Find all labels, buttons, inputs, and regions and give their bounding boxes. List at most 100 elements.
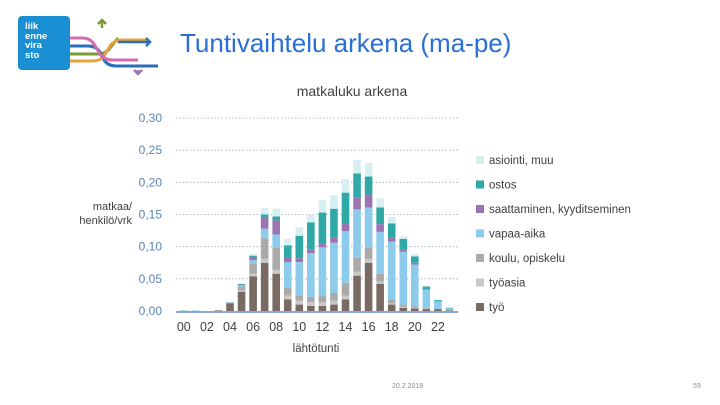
x-tick-label: 06 bbox=[246, 320, 260, 334]
bar-segment bbox=[237, 283, 246, 285]
bar-segment bbox=[411, 262, 419, 265]
bar-segment bbox=[330, 242, 338, 293]
bar-segment bbox=[376, 207, 384, 225]
bar-segment bbox=[318, 243, 327, 248]
bar-segment bbox=[353, 271, 361, 276]
bar-segment bbox=[376, 198, 384, 208]
bar-segment bbox=[341, 179, 350, 193]
bar-segment bbox=[307, 214, 315, 223]
bar-segment bbox=[341, 299, 350, 311]
bar-segment bbox=[411, 264, 419, 307]
bar-segment bbox=[364, 247, 373, 259]
legend-swatch bbox=[476, 254, 484, 262]
bar-segment bbox=[422, 289, 431, 308]
legend-label: asiointi, muu bbox=[489, 155, 554, 167]
bar-segment bbox=[283, 238, 292, 246]
legend-swatch bbox=[476, 205, 484, 213]
bar-segment bbox=[341, 223, 350, 232]
bar-segment bbox=[272, 220, 280, 235]
y-tick-label: 0,10 bbox=[139, 240, 163, 254]
bar-segment bbox=[330, 292, 338, 301]
bar-segment bbox=[422, 307, 431, 309]
bar-segment bbox=[318, 247, 327, 296]
bar-segment bbox=[249, 276, 257, 311]
bar-segment bbox=[237, 290, 246, 292]
bar-segment bbox=[249, 264, 257, 274]
bar-segment bbox=[283, 295, 292, 300]
bar-segment bbox=[364, 176, 373, 195]
bar-segment bbox=[307, 253, 315, 297]
y-tick-label: 0,15 bbox=[139, 208, 163, 222]
bar-segment bbox=[341, 295, 350, 300]
bar-segment bbox=[272, 273, 280, 311]
bar-segment bbox=[330, 208, 338, 238]
bar-segment bbox=[249, 260, 257, 265]
bar-segment bbox=[226, 303, 234, 311]
logo-line: sto bbox=[25, 49, 40, 61]
x-tick-label: 08 bbox=[269, 320, 283, 334]
legend-swatch bbox=[476, 229, 484, 238]
bar-segment bbox=[330, 300, 338, 305]
bar-segment bbox=[364, 262, 373, 311]
bar-segment bbox=[237, 285, 246, 287]
logo-line: vira bbox=[25, 40, 42, 51]
bar-segment bbox=[295, 295, 304, 301]
legend-label: ostos bbox=[489, 180, 517, 192]
y-axis-label: henkilö/vrk bbox=[79, 215, 132, 227]
bar-segment bbox=[422, 286, 431, 290]
bar-segment bbox=[260, 214, 269, 218]
bar-segment bbox=[249, 253, 257, 256]
bar-segment bbox=[295, 258, 304, 263]
bar-segment bbox=[295, 304, 304, 311]
bar-segment bbox=[330, 304, 338, 311]
bar-segment bbox=[191, 310, 200, 311]
footer-date: 20.2.2018 bbox=[392, 383, 424, 390]
legend-label: vapaa-aika bbox=[489, 229, 546, 241]
bar-segment bbox=[399, 306, 408, 308]
x-tick-label: 16 bbox=[362, 320, 376, 334]
bar-segment bbox=[387, 304, 396, 311]
bar-segment bbox=[434, 300, 442, 302]
legend-label: koulu, opiskelu bbox=[489, 253, 565, 265]
bar-segment bbox=[445, 310, 454, 311]
bar-segment bbox=[249, 273, 257, 277]
bar-segment bbox=[318, 305, 327, 311]
x-tick-label: 02 bbox=[200, 320, 214, 334]
bar-segment bbox=[272, 208, 280, 217]
bar-segment bbox=[237, 291, 246, 311]
x-axis-label: lähtötunti bbox=[293, 343, 340, 355]
bar-segment bbox=[364, 207, 373, 248]
bar-segment bbox=[411, 306, 419, 308]
logo-lines-graphic bbox=[70, 18, 158, 76]
bar-segment bbox=[272, 234, 280, 248]
bar-segment bbox=[376, 273, 384, 282]
bar-segment bbox=[295, 300, 304, 305]
bar-segment bbox=[237, 283, 246, 284]
bar-segment bbox=[399, 249, 408, 252]
bar-segment bbox=[411, 307, 419, 309]
logo bbox=[18, 16, 70, 70]
bar-segment bbox=[226, 302, 234, 304]
bar-segment bbox=[295, 262, 304, 296]
legend-label: saattaminen, kyyditseminen bbox=[489, 204, 631, 216]
bar-segment bbox=[260, 208, 269, 215]
bar-segment bbox=[376, 224, 384, 232]
bar-segment bbox=[387, 237, 396, 242]
bar-segment bbox=[260, 228, 269, 239]
bar-segment bbox=[260, 262, 269, 311]
bar-segment bbox=[445, 308, 454, 311]
y-tick-label: 0,05 bbox=[139, 272, 163, 286]
bar-segment bbox=[399, 307, 408, 311]
logo-line: enne bbox=[25, 30, 48, 42]
bar-segment bbox=[272, 216, 280, 221]
bar-segment bbox=[411, 253, 419, 257]
bar-segment bbox=[237, 286, 246, 291]
legend-label: työasia bbox=[489, 278, 526, 290]
bar-segment bbox=[364, 194, 373, 208]
bar-segment bbox=[283, 256, 292, 263]
bar-segment bbox=[307, 296, 315, 302]
logo-text: liik enne vira sto bbox=[25, 22, 69, 60]
bar-segment bbox=[434, 301, 442, 310]
bar-segment bbox=[272, 269, 280, 274]
